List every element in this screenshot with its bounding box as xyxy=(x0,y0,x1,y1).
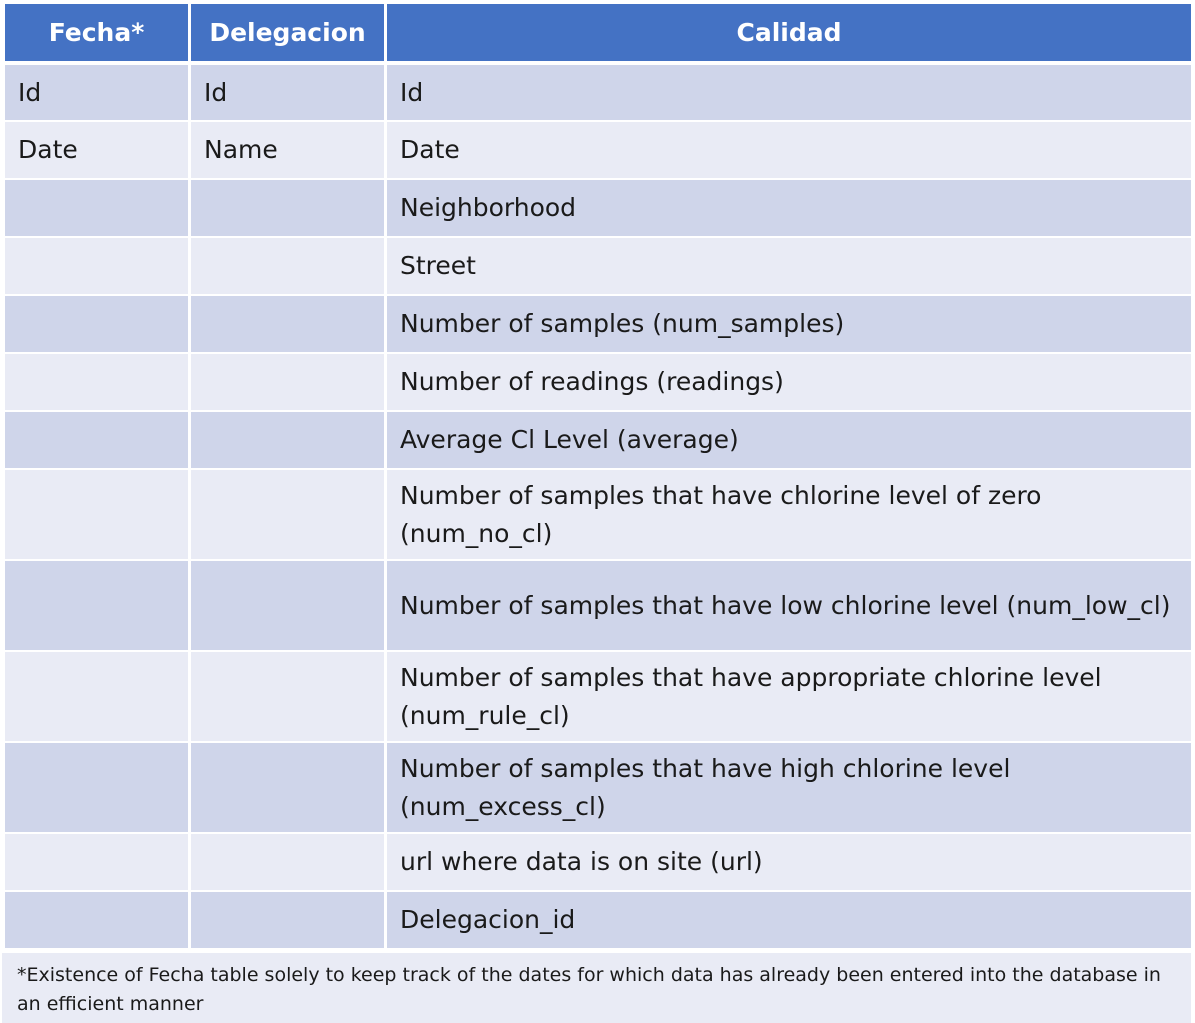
fecha-cell xyxy=(2,469,191,561)
calidad-cell: Number of samples that have low chlorine… xyxy=(384,560,1194,652)
table-row: Average Cl Level (average) xyxy=(2,411,1194,470)
delegacion-cell xyxy=(188,560,387,652)
fecha-cell xyxy=(2,651,191,743)
delegacion-cell: Name xyxy=(188,121,387,180)
schema-table-container: Fecha* Delegacion Calidad Id Id Id Date … xyxy=(2,4,1194,950)
delegacion-cell xyxy=(188,179,387,238)
fecha-cell xyxy=(2,560,191,652)
fecha-cell xyxy=(2,237,191,296)
fecha-cell xyxy=(2,179,191,238)
delegacion-cell xyxy=(188,469,387,561)
delegacion-cell xyxy=(188,295,387,354)
calidad-cell: Id xyxy=(384,63,1194,122)
table-row: Street xyxy=(2,237,1194,296)
fecha-cell xyxy=(2,411,191,470)
header-row: Fecha* Delegacion Calidad xyxy=(2,4,1194,65)
table-row: Number of samples (num_samples) xyxy=(2,295,1194,354)
fecha-cell: Id xyxy=(2,63,191,122)
table-row: Number of samples that have appropriate … xyxy=(2,651,1194,743)
table-row: url where data is on site (url) xyxy=(2,833,1194,892)
calidad-cell: Street xyxy=(384,237,1194,296)
calidad-cell: Number of samples that have high chlorin… xyxy=(384,742,1194,834)
calidad-cell: Neighborhood xyxy=(384,179,1194,238)
table-row: Date Name Date xyxy=(2,121,1194,180)
fecha-cell xyxy=(2,295,191,354)
table-row: Number of readings (readings) xyxy=(2,353,1194,412)
footnote: *Existence of Fecha table solely to keep… xyxy=(2,953,1191,1023)
calidad-cell: Average Cl Level (average) xyxy=(384,411,1194,470)
table-row: Number of samples that have high chlorin… xyxy=(2,742,1194,834)
delegacion-cell xyxy=(188,742,387,834)
header-fecha: Fecha* xyxy=(2,4,191,65)
header-calidad: Calidad xyxy=(384,4,1194,65)
calidad-cell: Number of readings (readings) xyxy=(384,353,1194,412)
table-row: Number of samples that have low chlorine… xyxy=(2,560,1194,652)
calidad-cell: Number of samples (num_samples) xyxy=(384,295,1194,354)
fecha-cell xyxy=(2,833,191,892)
calidad-cell: Number of samples that have appropriate … xyxy=(384,651,1194,743)
table-row: Number of samples that have chlorine lev… xyxy=(2,469,1194,561)
delegacion-cell xyxy=(188,353,387,412)
calidad-cell: Number of samples that have chlorine lev… xyxy=(384,469,1194,561)
header-delegacion: Delegacion xyxy=(188,4,387,65)
calidad-cell: Delegacion_id xyxy=(384,891,1194,950)
table-row: Neighborhood xyxy=(2,179,1194,238)
table-row: Id Id Id xyxy=(2,63,1194,122)
delegacion-cell xyxy=(188,237,387,296)
schema-table: Fecha* Delegacion Calidad Id Id Id Date … xyxy=(2,4,1194,950)
delegacion-cell xyxy=(188,411,387,470)
fecha-cell: Date xyxy=(2,121,191,180)
delegacion-cell xyxy=(188,833,387,892)
fecha-cell xyxy=(2,742,191,834)
delegacion-cell xyxy=(188,651,387,743)
fecha-cell xyxy=(2,353,191,412)
delegacion-cell: Id xyxy=(188,63,387,122)
delegacion-cell xyxy=(188,891,387,950)
calidad-cell: url where data is on site (url) xyxy=(384,833,1194,892)
fecha-cell xyxy=(2,891,191,950)
calidad-cell: Date xyxy=(384,121,1194,180)
table-row: Delegacion_id xyxy=(2,891,1194,950)
